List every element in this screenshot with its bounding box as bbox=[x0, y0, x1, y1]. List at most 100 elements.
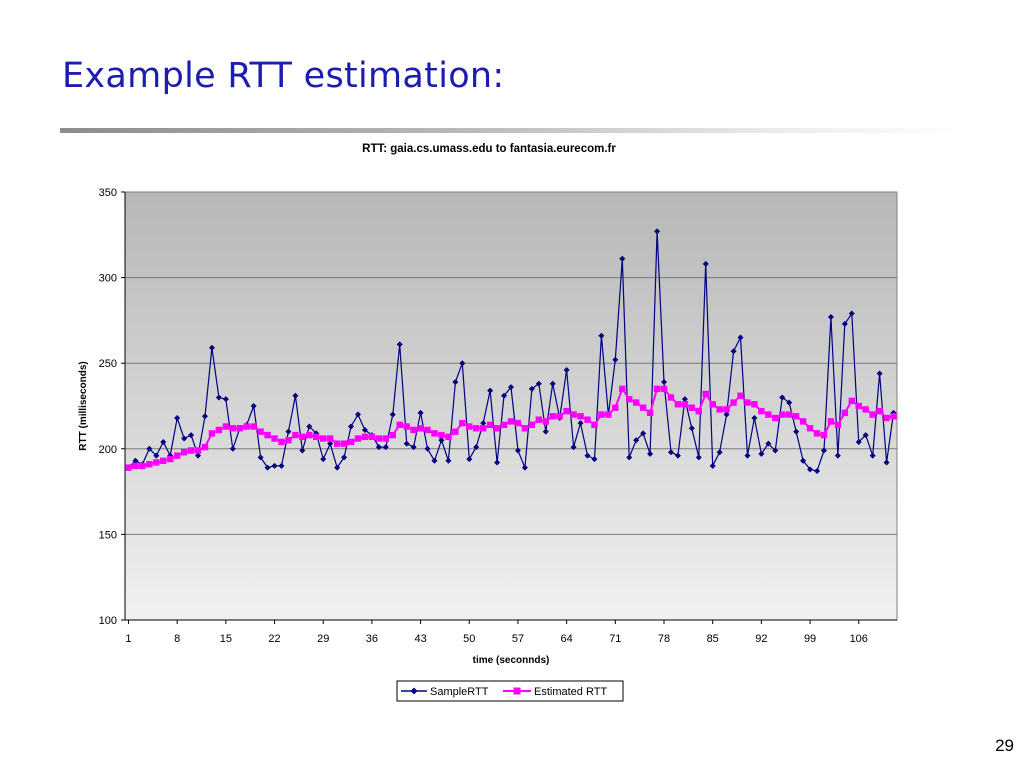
sample-rtt-point bbox=[827, 313, 834, 320]
y-tick-label: 250 bbox=[99, 358, 117, 370]
estimated-rtt-point bbox=[813, 430, 821, 437]
estimated-rtt-point bbox=[229, 425, 237, 432]
estimated-rtt-point bbox=[326, 435, 334, 442]
estimated-rtt-point bbox=[890, 413, 897, 420]
sample-rtt-point bbox=[841, 320, 848, 327]
sample-rtt-point bbox=[438, 437, 445, 444]
estimated-rtt-point bbox=[646, 409, 654, 417]
sample-rtt-point bbox=[389, 411, 396, 418]
sample-rtt-point bbox=[674, 452, 681, 459]
sample-rtt-point bbox=[396, 341, 403, 348]
sample-rtt-point bbox=[647, 450, 654, 457]
x-tick-label: 99 bbox=[804, 633, 816, 645]
x-tick-label: 57 bbox=[512, 633, 524, 645]
estimated-rtt-point bbox=[876, 407, 883, 415]
sample-rtt-point bbox=[542, 428, 549, 435]
x-tick-label: 22 bbox=[268, 633, 280, 645]
sample-rtt-point bbox=[577, 420, 584, 427]
x-tick-label: 36 bbox=[366, 633, 378, 645]
sample-rtt-point bbox=[702, 260, 709, 267]
sample-rtt-point bbox=[716, 449, 723, 456]
estimated-rtt-point bbox=[660, 385, 668, 393]
estimated-rtt-point bbox=[507, 418, 515, 425]
estimated-rtt-point bbox=[354, 435, 362, 442]
estimated-rtt-point bbox=[632, 399, 640, 406]
estimated-rtt-point bbox=[466, 423, 473, 430]
estimated-rtt-point bbox=[528, 421, 536, 429]
sample-rtt-point bbox=[153, 452, 160, 459]
y-tick-label: 350 bbox=[99, 187, 117, 199]
estimated-rtt-point bbox=[626, 395, 633, 403]
estimated-rtt-point bbox=[521, 425, 529, 432]
x-tick-label: 29 bbox=[317, 633, 329, 645]
title-divider bbox=[60, 128, 960, 133]
estimated-rtt-point bbox=[250, 423, 257, 430]
sample-rtt-point bbox=[661, 379, 668, 386]
sample-rtt-point bbox=[403, 440, 410, 447]
x-axis-label: time (seconnds) bbox=[473, 655, 550, 666]
estimated-rtt-point bbox=[619, 385, 626, 393]
estimated-rtt-point bbox=[361, 433, 369, 441]
estimated-rtt-point bbox=[862, 406, 869, 413]
estimated-rtt-point bbox=[549, 413, 556, 420]
estimated-rtt-point bbox=[772, 414, 779, 422]
sample-rtt-point bbox=[431, 457, 438, 464]
sample-rtt-point bbox=[306, 423, 313, 430]
estimated-rtt-point bbox=[257, 428, 264, 435]
legend-sample-marker bbox=[410, 687, 418, 695]
sample-rtt-point bbox=[626, 454, 633, 461]
estimated-rtt-point bbox=[730, 399, 737, 406]
estimated-rtt-point bbox=[292, 431, 299, 439]
legend: SampleRTT Estimated RTT bbox=[396, 680, 624, 702]
estimated-rtt-point bbox=[758, 407, 765, 415]
estimated-rtt-point bbox=[243, 423, 250, 430]
sample-rtt-point bbox=[215, 394, 222, 401]
x-tick-label: 78 bbox=[658, 633, 670, 645]
estimated-rtt-point bbox=[382, 435, 390, 442]
estimated-rtt-point bbox=[848, 397, 855, 405]
estimated-rtt-point bbox=[368, 433, 376, 441]
x-tick-label: 8 bbox=[174, 633, 180, 645]
sample-rtt-point bbox=[487, 387, 494, 394]
estimated-rtt-point bbox=[883, 414, 890, 422]
estimated-rtt-point bbox=[285, 437, 292, 444]
estimated-rtt-point bbox=[744, 399, 751, 406]
sample-rtt-point bbox=[793, 428, 800, 435]
sample-rtt-point bbox=[535, 380, 542, 387]
estimated-rtt-point bbox=[827, 418, 835, 425]
y-tick-label: 200 bbox=[99, 444, 117, 456]
estimated-rtt-point bbox=[779, 411, 786, 418]
sample-rtt-point bbox=[876, 370, 883, 377]
estimated-rtt-point bbox=[535, 416, 543, 423]
estimated-rtt-point bbox=[167, 455, 174, 463]
estimated-rtt-point bbox=[785, 411, 793, 418]
sample-rtt-point bbox=[348, 423, 355, 430]
x-tick-label: 50 bbox=[463, 633, 475, 645]
sample-rtt-point bbox=[208, 344, 215, 351]
sample-rtt-point bbox=[758, 450, 765, 457]
estimated-rtt-point bbox=[271, 435, 278, 442]
estimated-rtt-point bbox=[674, 401, 682, 408]
estimated-rtt-point bbox=[841, 409, 849, 417]
estimated-rtt-point bbox=[653, 385, 661, 393]
estimated-rtt-point bbox=[493, 425, 501, 432]
sample-rtt-point bbox=[514, 447, 521, 454]
sample-rtt-point bbox=[528, 385, 535, 392]
estimated-rtt-point bbox=[187, 447, 195, 454]
estimated-rtt-point bbox=[201, 443, 209, 451]
estimated-rtt-point bbox=[799, 418, 807, 425]
estimated-rtt-point bbox=[702, 390, 709, 398]
sample-rtt-point bbox=[862, 432, 869, 439]
sample-rtt-point bbox=[320, 456, 327, 463]
sample-rtt-point bbox=[800, 457, 807, 464]
sample-rtt-point bbox=[452, 379, 459, 386]
estimated-rtt-point bbox=[194, 447, 202, 454]
sample-rtt-point bbox=[264, 464, 271, 471]
sample-rtt-point bbox=[257, 454, 264, 461]
sample-rtt-point bbox=[695, 454, 702, 461]
sample-rtt-point bbox=[883, 459, 890, 466]
estimated-rtt-point bbox=[299, 433, 306, 441]
x-tick-label: 64 bbox=[561, 633, 573, 645]
sample-rtt-point bbox=[765, 440, 772, 447]
